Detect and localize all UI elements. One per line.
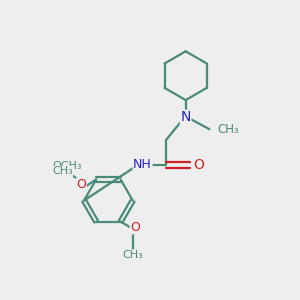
- Text: NH: NH: [133, 158, 152, 171]
- Text: CH₃: CH₃: [218, 123, 239, 136]
- Text: O: O: [130, 221, 140, 234]
- Text: CH₃: CH₃: [52, 167, 73, 176]
- Text: OCH₃: OCH₃: [52, 161, 82, 171]
- Text: CH₃: CH₃: [122, 250, 143, 260]
- Text: N: N: [181, 110, 191, 124]
- Text: O: O: [76, 178, 86, 191]
- Text: O: O: [193, 158, 204, 172]
